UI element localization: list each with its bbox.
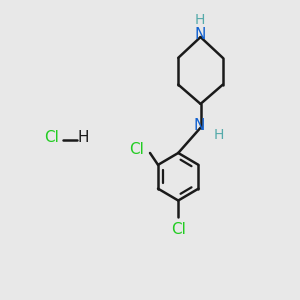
Text: Cl: Cl bbox=[171, 222, 186, 237]
Text: Cl: Cl bbox=[129, 142, 144, 157]
Text: N: N bbox=[195, 27, 206, 42]
Text: H: H bbox=[77, 130, 89, 145]
Text: N: N bbox=[194, 118, 205, 133]
Text: Cl: Cl bbox=[44, 130, 59, 145]
Text: H: H bbox=[214, 128, 224, 142]
Text: H: H bbox=[194, 13, 205, 27]
